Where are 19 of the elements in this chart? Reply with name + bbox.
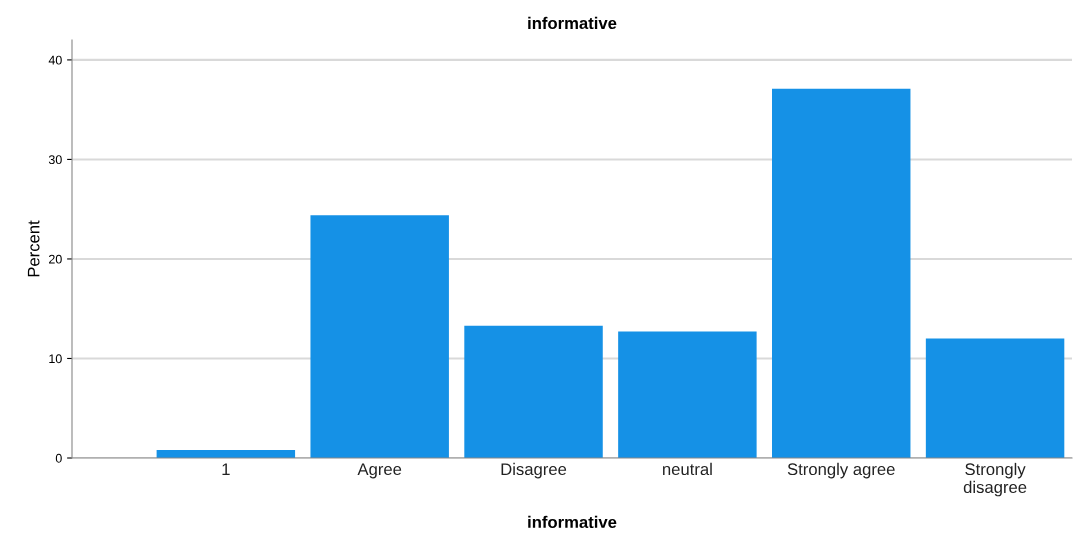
bar xyxy=(925,338,1065,458)
bar xyxy=(310,215,449,458)
y-axis-title: Percent xyxy=(27,220,40,277)
x-tick-label: neutral xyxy=(663,462,712,476)
bar xyxy=(464,325,603,458)
x-tick-label: Strongly disagree xyxy=(963,462,1027,497)
y-tick-label: 20 xyxy=(49,254,62,264)
bar xyxy=(772,88,911,458)
y-tick-label: 10 xyxy=(49,354,62,364)
x-axis-title: informative xyxy=(528,515,617,529)
x-tick-label: Disagree xyxy=(501,462,567,479)
y-tick-label: 30 xyxy=(48,155,62,165)
x-tick-label: Strongly agree xyxy=(787,462,895,479)
x-tick-label: Agree xyxy=(357,463,402,479)
y-tick-label: 0 xyxy=(55,453,62,463)
chart-title: informative xyxy=(528,16,617,30)
bar xyxy=(618,331,757,458)
y-tick-label: 40 xyxy=(48,55,62,65)
x-tick-label: 1 xyxy=(222,463,230,475)
